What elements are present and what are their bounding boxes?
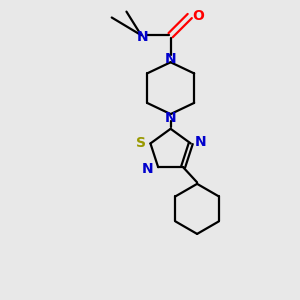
Text: N: N — [195, 135, 207, 149]
Text: N: N — [142, 162, 154, 176]
Text: N: N — [165, 52, 176, 66]
Text: N: N — [165, 111, 176, 124]
Text: N: N — [137, 30, 148, 44]
Text: S: S — [136, 136, 146, 150]
Text: O: O — [192, 9, 204, 23]
